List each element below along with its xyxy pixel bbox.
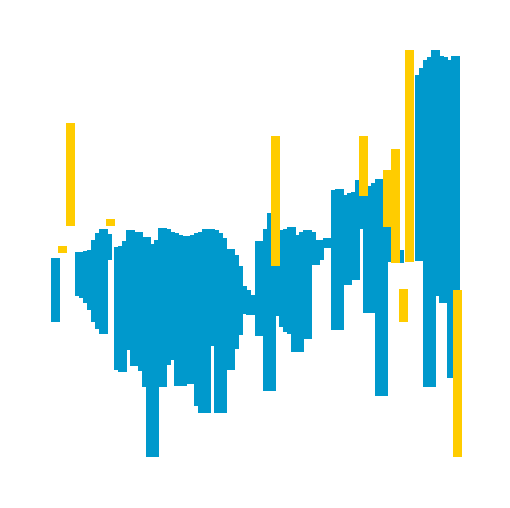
yellow-bar [399,289,408,322]
yellow-bar [359,136,368,196]
blue-bar [451,56,460,378]
blue-bar [99,229,108,334]
yellow-bar [405,50,414,262]
yellow-bar [106,219,115,226]
blue-bar [351,192,360,280]
bars-layer [51,50,462,457]
blue-bar [303,230,312,339]
blue-bar [51,258,60,322]
yellow-bar [391,149,400,263]
yellow-bar [453,290,462,457]
blue-bar [246,295,255,315]
yellow-bar [271,136,280,266]
blue-bar [379,180,388,396]
blue-bar [315,240,324,260]
blue-bar [367,186,376,313]
yellow-series [58,50,462,457]
yellow-bar [383,170,392,227]
blue-bar [103,234,112,260]
blue-bar [271,229,280,316]
yellow-bar [58,246,67,253]
yellow-bar [66,123,75,226]
blue-series [51,50,460,457]
